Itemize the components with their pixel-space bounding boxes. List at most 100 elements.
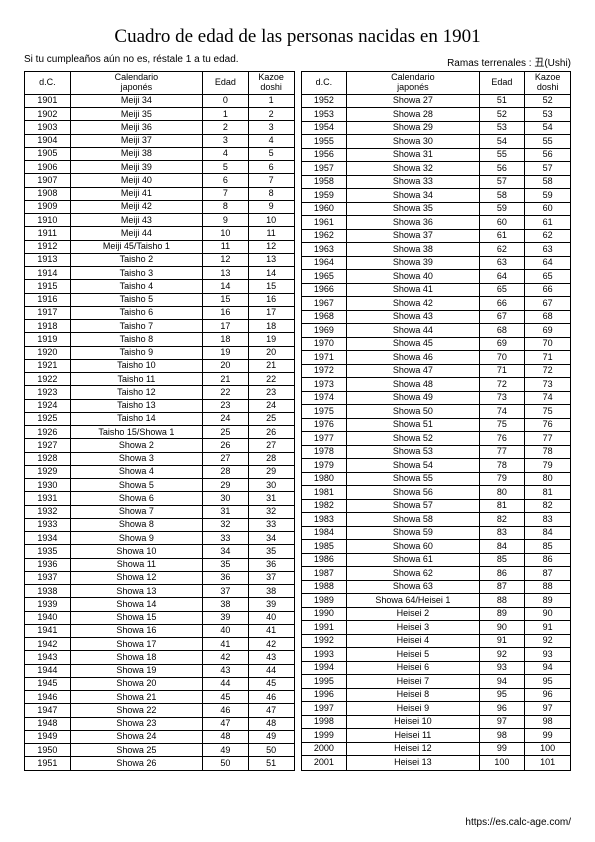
cell-edad: 32 [203,518,249,531]
table-row: 1949Showa 244849 [25,730,295,743]
cell-dc: 1980 [301,472,347,486]
cell-dc: 1988 [301,580,347,594]
cell-dc: 1970 [301,337,347,351]
table-row: 1928Showa 32728 [25,452,295,465]
cell-dc: 1934 [25,532,71,545]
cell-dc: 1929 [25,465,71,478]
cell-dc: 1908 [25,187,71,200]
cell-edad: 54 [479,135,525,149]
subtitle-right: Ramas terrenales : 丑(Ushi) [447,54,571,69]
cell-edad: 96 [479,702,525,716]
cell-cal: Heisei 5 [347,648,479,662]
cell-cal: Meiji 39 [70,161,202,174]
cell-edad: 21 [203,373,249,386]
age-table-left: d.C. Calendariojaponés Edad Kazoedoshi 1… [24,71,295,771]
cell-kazoe: 40 [248,611,294,624]
cell-kazoe: 83 [525,513,571,527]
table-row: 1910Meiji 43910 [25,214,295,227]
cell-dc: 1909 [25,200,71,213]
th-edad: Edad [479,72,525,95]
cell-kazoe: 94 [525,661,571,675]
cell-dc: 1903 [25,121,71,134]
table-row: 1909Meiji 4289 [25,200,295,213]
cell-cal: Showa 38 [347,243,479,257]
cell-dc: 1974 [301,391,347,405]
table-row: 1921Taisho 102021 [25,359,295,372]
cell-edad: 74 [479,405,525,419]
cell-kazoe: 4 [248,134,294,147]
cell-cal: Heisei 10 [347,715,479,729]
cell-kazoe: 14 [248,267,294,280]
cell-kazoe: 73 [525,378,571,392]
table-row: 1946Showa 214546 [25,691,295,704]
cell-cal: Showa 5 [70,479,202,492]
cell-edad: 98 [479,729,525,743]
cell-kazoe: 6 [248,161,294,174]
cell-cal: Taisho 5 [70,293,202,306]
cell-kazoe: 41 [248,624,294,637]
cell-edad: 72 [479,378,525,392]
cell-kazoe: 86 [525,553,571,567]
cell-kazoe: 52 [525,94,571,108]
table-row: 1936Showa 113536 [25,558,295,571]
cell-dc: 1995 [301,675,347,689]
cell-dc: 1924 [25,399,71,412]
cell-cal: Showa 39 [347,256,479,270]
cell-cal: Showa 45 [347,337,479,351]
cell-edad: 5 [203,161,249,174]
table-row: 1923Taisho 122223 [25,386,295,399]
cell-cal: Showa 15 [70,611,202,624]
cell-cal: Meiji 40 [70,174,202,187]
cell-dc: 1928 [25,452,71,465]
cell-dc: 1949 [25,730,71,743]
table-row: 1905Meiji 3845 [25,147,295,160]
cell-cal: Taisho 4 [70,280,202,293]
cell-cal: Showa 18 [70,651,202,664]
table-row: 1981Showa 568081 [301,486,571,500]
table-row: 1906Meiji 3956 [25,161,295,174]
table-header-row: d.C. Calendariojaponés Edad Kazoedoshi [301,72,571,95]
table-row: 1958Showa 335758 [301,175,571,189]
cell-edad: 27 [203,452,249,465]
table-row: 1902Meiji 3512 [25,108,295,121]
cell-cal: Showa 48 [347,378,479,392]
cell-cal: Showa 23 [70,717,202,730]
cell-dc: 1987 [301,567,347,581]
cell-edad: 10 [203,227,249,240]
table-row: 1911Meiji 441011 [25,227,295,240]
cell-edad: 28 [203,465,249,478]
table-row: 1975Showa 507475 [301,405,571,419]
cell-cal: Taisho 3 [70,267,202,280]
cell-kazoe: 8 [248,187,294,200]
cell-kazoe: 74 [525,391,571,405]
cell-edad: 82 [479,513,525,527]
cell-edad: 99 [479,742,525,756]
table-row: 1983Showa 588283 [301,513,571,527]
cell-dc: 1977 [301,432,347,446]
cell-dc: 1933 [25,518,71,531]
cell-dc: 1902 [25,108,71,121]
cell-kazoe: 48 [248,717,294,730]
cell-cal: Showa 57 [347,499,479,513]
table-row: 1944Showa 194344 [25,664,295,677]
cell-kazoe: 11 [248,227,294,240]
cell-dc: 1999 [301,729,347,743]
cell-edad: 64 [479,270,525,284]
cell-edad: 16 [203,306,249,319]
cell-cal: Showa 56 [347,486,479,500]
cell-kazoe: 61 [525,216,571,230]
cell-dc: 1956 [301,148,347,162]
table-row: 1966Showa 416566 [301,283,571,297]
cell-edad: 8 [203,200,249,213]
cell-cal: Showa 42 [347,297,479,311]
cell-dc: 1914 [25,267,71,280]
cell-cal: Showa 14 [70,598,202,611]
cell-cal: Meiji 43 [70,214,202,227]
cell-kazoe: 70 [525,337,571,351]
table-header-row: d.C. Calendariojaponés Edad Kazoedoshi [25,72,295,95]
cell-kazoe: 7 [248,174,294,187]
cell-dc: 1960 [301,202,347,216]
table-row: 1984Showa 598384 [301,526,571,540]
cell-dc: 1992 [301,634,347,648]
cell-kazoe: 89 [525,594,571,608]
